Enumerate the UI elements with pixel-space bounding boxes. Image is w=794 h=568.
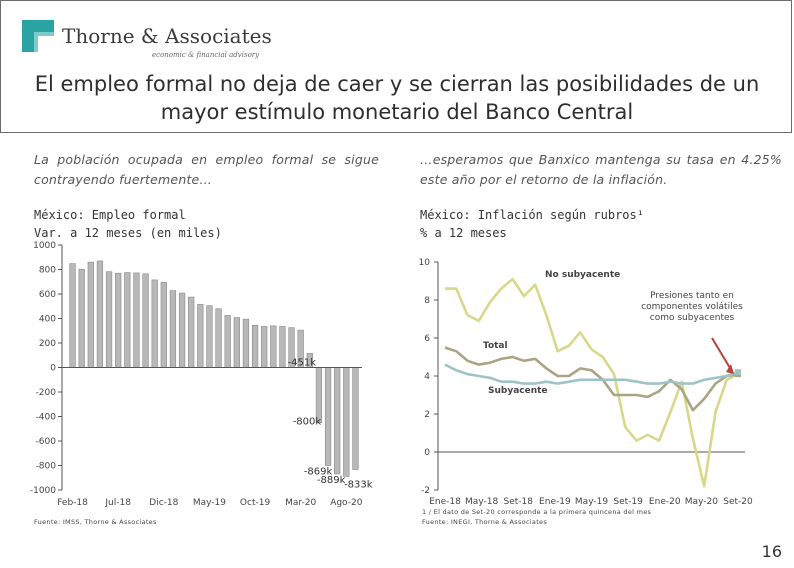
series-label: Subyacente bbox=[488, 386, 548, 396]
inflation-chart-title-line2: % a 12 meses bbox=[420, 226, 507, 240]
x-tick-label: Ene-19 bbox=[539, 497, 571, 507]
annotation-text: Presiones tanto en bbox=[650, 291, 734, 301]
brand-tagline: economic & financial advisory bbox=[152, 51, 260, 59]
x-tick-label: Ene-18 bbox=[429, 497, 461, 507]
x-tick-label: Dic-18 bbox=[149, 498, 178, 508]
series-label: No subyacente bbox=[545, 270, 620, 280]
employment-chart-title-line1: México: Empleo formal bbox=[34, 208, 186, 222]
y-tick-label: -800 bbox=[36, 462, 57, 472]
bar-data-label: -833k bbox=[344, 479, 373, 490]
inflation-footnote: 1 / El dato de Set-20 corresponde a la p… bbox=[422, 508, 652, 516]
x-tick-label: Mar-20 bbox=[285, 498, 316, 508]
y-tick-label: 400 bbox=[39, 315, 56, 325]
annotation-arrowhead bbox=[726, 364, 734, 374]
left-lead-text: La población ocupada en empleo formal se… bbox=[34, 152, 379, 187]
right-lead-text: …esperamos que Banxico mantenga su tasa … bbox=[420, 152, 782, 187]
bar-data-label: -889k bbox=[317, 475, 346, 486]
series-line-subyacente bbox=[444, 363, 739, 385]
series-line-total bbox=[444, 346, 739, 412]
y-tick-label: 8 bbox=[424, 296, 430, 306]
y-tick-label: -400 bbox=[36, 413, 57, 423]
y-tick-label: 0 bbox=[424, 448, 430, 458]
y-tick-label: 6 bbox=[424, 334, 430, 344]
page-number: 16 bbox=[761, 542, 782, 561]
brand-name: Thorne & Associates bbox=[62, 24, 272, 48]
y-tick-label: -2 bbox=[421, 486, 430, 496]
y-tick-label: -600 bbox=[36, 437, 57, 447]
y-tick-label: 0 bbox=[50, 364, 56, 374]
x-tick-label: May-18 bbox=[465, 497, 498, 507]
x-tick-label: Ago-20 bbox=[330, 498, 363, 508]
employment-chart-title-line2: Var. a 12 meses (en miles) bbox=[34, 226, 222, 240]
bar-data-label: -800k bbox=[293, 417, 322, 428]
inflation-chart-title: México: Inflación según rubros¹ % a 12 m… bbox=[420, 206, 644, 242]
y-tick-label: 4 bbox=[424, 372, 430, 382]
page-title: El empleo formal no deja de caer y se ci… bbox=[34, 72, 760, 124]
y-tick-label: 1000 bbox=[33, 241, 56, 251]
series-end-marker bbox=[735, 369, 741, 376]
bar-data-label: -451k bbox=[288, 357, 317, 368]
y-tick-label: 10 bbox=[419, 258, 431, 268]
x-tick-label: Oct-19 bbox=[240, 498, 271, 508]
x-tick-label: May-19 bbox=[193, 498, 226, 508]
employment-chart-title: México: Empleo formal Var. a 12 meses (e… bbox=[34, 206, 222, 242]
annotation-text: componentes volátiles bbox=[641, 302, 743, 312]
x-tick-label: Jul-18 bbox=[104, 498, 131, 508]
x-tick-label: Set-18 bbox=[504, 497, 534, 507]
annotation-text: como subyacentes bbox=[650, 313, 735, 323]
y-tick-label: 200 bbox=[39, 339, 56, 349]
inflation-source: Fuente: INEGI, Thorne & Associates bbox=[422, 518, 548, 526]
y-tick-label: 800 bbox=[39, 266, 56, 276]
company-logo-icon bbox=[22, 20, 54, 52]
y-tick-label: 600 bbox=[39, 290, 56, 300]
employment-source: Fuente: IMSS, Thorne & Associates bbox=[34, 518, 157, 526]
series-label: Total bbox=[483, 341, 508, 351]
x-tick-label: May-20 bbox=[685, 497, 718, 507]
x-tick-label: Feb-18 bbox=[57, 498, 88, 508]
header-frame bbox=[0, 0, 792, 133]
y-tick-label: -1000 bbox=[30, 486, 56, 496]
inflation-chart-title-line1: México: Inflación según rubros¹ bbox=[420, 208, 644, 222]
y-tick-label: 2 bbox=[424, 410, 430, 420]
y-tick-label: -200 bbox=[36, 388, 57, 398]
x-tick-label: Ene-20 bbox=[649, 497, 681, 507]
x-tick-label: Set-19 bbox=[613, 497, 643, 507]
series-line-no-subyacente bbox=[445, 277, 739, 488]
x-tick-label: Set-20 bbox=[723, 497, 753, 507]
x-tick-label: May-19 bbox=[575, 497, 608, 507]
bar-data-label: -869k bbox=[304, 467, 333, 478]
annotation-arrow bbox=[711, 337, 731, 369]
